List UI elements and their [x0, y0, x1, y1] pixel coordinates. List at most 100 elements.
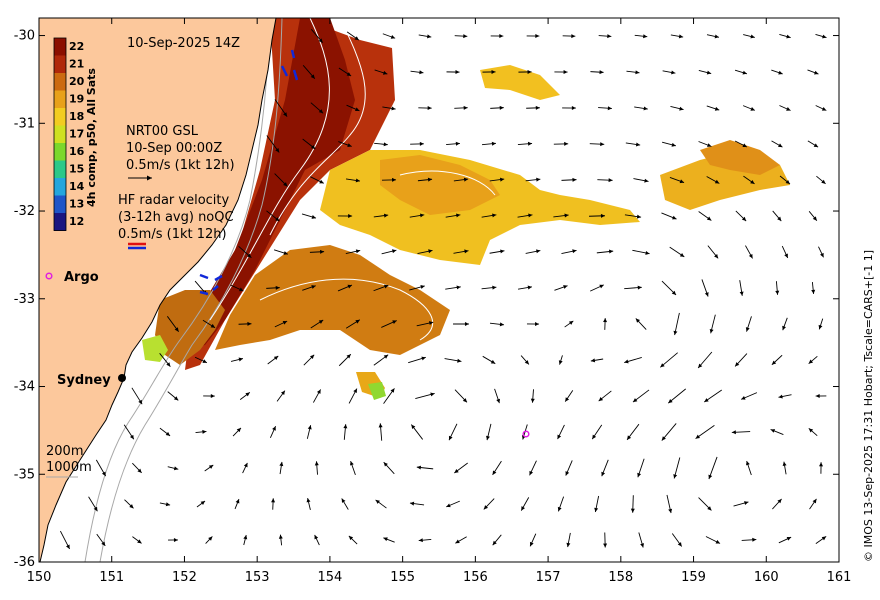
- current-arrow-head: [635, 318, 640, 323]
- current-arrow-head: [571, 106, 576, 111]
- current-arrow-head: [671, 290, 677, 295]
- current-arrow-head: [557, 506, 562, 512]
- current-arrow-head: [812, 498, 817, 504]
- gsl-legend-line: NRT00 GSL: [126, 124, 199, 139]
- current-arrow-head: [527, 141, 533, 146]
- current-arrow-head: [318, 319, 324, 324]
- current-arrow-head: [492, 285, 497, 290]
- current-arrow-head: [603, 543, 608, 548]
- current-arrow-head: [714, 106, 720, 111]
- current-arrow-head: [210, 394, 215, 399]
- current-arrow-head: [316, 389, 321, 394]
- colorbar-tick-label: 18: [69, 110, 84, 123]
- current-arrow-head: [695, 434, 701, 439]
- current-arrow-head: [643, 106, 648, 111]
- plot-frame: [38, 17, 840, 563]
- y-tick-label: -33: [14, 292, 35, 307]
- colorbar-tick-label: 16: [69, 145, 85, 158]
- current-arrow-head: [607, 106, 612, 111]
- current-arrow-head: [427, 34, 432, 39]
- current-arrow-head: [590, 358, 596, 363]
- current-arrow-head: [238, 357, 243, 362]
- current-arrow-head: [815, 394, 820, 399]
- map-timestamp-title: 10-Sep-2025 14Z: [127, 36, 240, 51]
- current-arrow-head: [558, 360, 563, 365]
- current-arrow-head: [378, 423, 383, 428]
- current-arrow-head: [492, 540, 497, 546]
- current-arrow-head: [603, 318, 608, 323]
- current-arrow-head: [714, 179, 720, 184]
- isobath-lines: [84, 18, 283, 562]
- current-arrow-head: [346, 72, 352, 77]
- current-arrow-head: [777, 498, 782, 504]
- current-arrow-head: [354, 36, 359, 41]
- current-arrow-head: [630, 508, 635, 513]
- current-arrow-head: [752, 537, 757, 542]
- current-arrow-head: [419, 70, 424, 75]
- current-arrow-head: [490, 359, 496, 364]
- current-arrow-head: [455, 141, 460, 146]
- current-arrow-head: [785, 179, 790, 185]
- current-arrow-head: [464, 249, 469, 254]
- current-arrow-head: [166, 362, 171, 367]
- sydney-marker: [118, 374, 126, 382]
- current-arrow-head: [306, 498, 311, 503]
- current-arrow-head: [571, 34, 576, 39]
- current-arrow-head: [636, 214, 642, 219]
- current-arrow-head: [283, 251, 288, 255]
- current-arrow-head: [275, 217, 280, 222]
- sst-contours: [209, 18, 496, 341]
- current-arrow-head: [529, 470, 534, 476]
- current-arrow-head: [640, 543, 644, 548]
- current-arrow-head: [778, 394, 783, 399]
- current-arrow-head: [671, 70, 676, 75]
- colorbar-frame: [53, 37, 67, 231]
- current-arrow-head: [608, 178, 613, 183]
- current-arrow-head: [698, 363, 703, 368]
- argo-float-marker: [522, 430, 530, 438]
- current-arrow-head: [391, 249, 397, 254]
- current-arrow-head: [572, 177, 577, 182]
- colorbar-swatch: [54, 178, 66, 196]
- current-vector-field: [59, 28, 827, 550]
- current-arrow-head: [66, 544, 70, 549]
- current-arrow-head: [748, 253, 753, 259]
- current-arrow-head: [383, 354, 389, 359]
- current-arrow-head: [572, 249, 577, 254]
- current-arrow-head: [350, 461, 354, 466]
- current-arrow-head: [608, 249, 614, 254]
- current-arrow-head: [592, 434, 597, 440]
- current-arrow-head: [599, 70, 604, 75]
- current-arrow-head: [782, 461, 787, 466]
- current-arrow-head: [643, 34, 648, 39]
- current-arrow-head: [778, 70, 783, 75]
- current-arrow-head: [272, 426, 276, 431]
- current-arrow-head: [491, 141, 496, 146]
- current-arrow-head: [706, 216, 712, 221]
- current-arrow-head: [500, 249, 505, 254]
- y-tick-label: -30: [14, 29, 35, 44]
- argo-legend-marker: [45, 272, 53, 280]
- current-arrow-head: [530, 398, 535, 403]
- current-arrow-head: [310, 144, 316, 150]
- x-tick-label: 155: [390, 570, 415, 585]
- x-tick-label: 151: [99, 570, 124, 585]
- current-arrow-head: [564, 141, 569, 146]
- current-arrow-head: [821, 179, 826, 184]
- current-arrow-head: [456, 213, 461, 218]
- current-arrow-head: [318, 109, 324, 114]
- colorbar-swatch: [54, 108, 66, 126]
- colorbar-tick-label: 14: [69, 180, 85, 193]
- hf-radar-arrow: [199, 290, 209, 296]
- current-arrow-head: [383, 284, 389, 289]
- current-arrow-head: [624, 359, 629, 364]
- isobath-1000m: [99, 18, 283, 562]
- current-arrow-head: [637, 285, 642, 290]
- x-tick-label: 154: [317, 570, 342, 585]
- current-arrow-head: [310, 74, 315, 79]
- current-arrow-head: [311, 215, 316, 219]
- current-arrow-head: [390, 388, 395, 393]
- current-arrow-head: [594, 507, 599, 513]
- current-arrow-head: [704, 292, 709, 297]
